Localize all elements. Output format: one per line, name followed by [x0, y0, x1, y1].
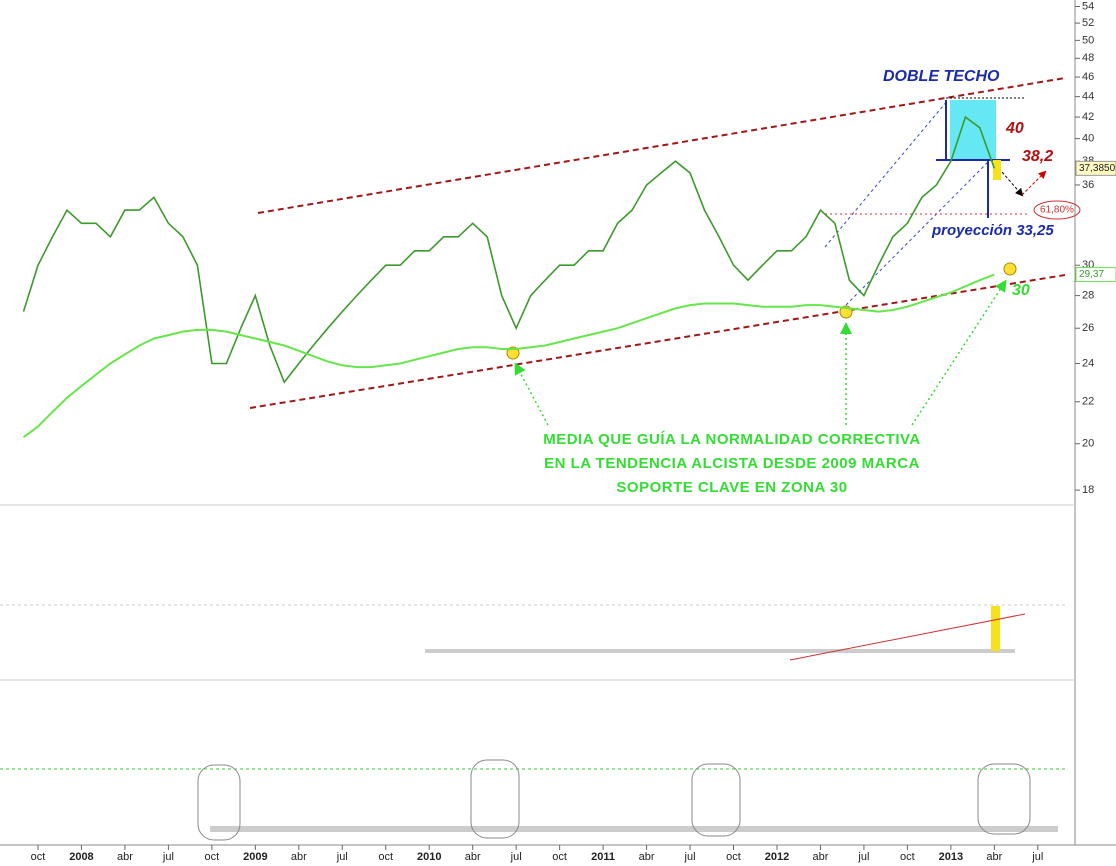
x-tick-label: 2010: [417, 851, 441, 863]
highlight-ellipse: [691, 763, 741, 837]
x-tick-label: oct: [552, 851, 567, 863]
arrow: [1021, 170, 1047, 196]
x-tick-label: jul: [1031, 851, 1043, 863]
y-tick-label: 20: [1082, 438, 1094, 450]
trend-guide: [845, 159, 991, 306]
x-tick-label: abr: [986, 851, 1002, 863]
highlight-ellipse: [197, 764, 241, 841]
highlight: [991, 606, 1000, 651]
price-tag: [1075, 160, 1116, 176]
support-marker: [1003, 262, 1017, 276]
x-tick-label: 2011: [591, 851, 615, 863]
y-tick-label: 44: [1082, 91, 1094, 103]
arrow: [911, 279, 1007, 426]
ma-tag: [1075, 267, 1116, 283]
reference-band: [425, 649, 1015, 653]
trend-guide: [824, 99, 949, 248]
highlight-ellipse: [977, 763, 1031, 835]
x-tick-label: 2008: [69, 851, 93, 863]
series-line: [22, 273, 995, 439]
y-tick-label: 54: [1082, 0, 1094, 12]
annotation: 40: [1005, 120, 1024, 137]
x-tick-label: oct: [205, 851, 220, 863]
y-tick-label: 28: [1082, 290, 1094, 302]
x-tick-label: oct: [31, 851, 46, 863]
y-tick-label: 18: [1082, 484, 1094, 496]
y-tick-label: 42: [1082, 111, 1094, 123]
x-tick-label: 2012: [765, 851, 789, 863]
x-tick-label: oct: [900, 851, 915, 863]
x-tick-label: abr: [291, 851, 307, 863]
y-tick-label: 48: [1082, 52, 1094, 64]
x-tick-label: abr: [812, 851, 828, 863]
annotation-note: MEDIA QUE GUÍA LA NORMALIDAD CORRECTIVA: [543, 431, 921, 448]
x-tick-label: abr: [639, 851, 655, 863]
y-tick-label: 50: [1082, 34, 1094, 46]
annotation: 30: [1012, 282, 1030, 299]
trend-guide: [789, 613, 1026, 661]
x-tick-label: jul: [336, 851, 348, 863]
annotation: proyección 33,25: [931, 222, 1054, 239]
highlight-ellipse: [470, 759, 520, 839]
series-line: [22, 115, 996, 384]
ma-tag-label: 29,37: [1079, 269, 1104, 280]
reference-band: [210, 826, 1058, 832]
x-tick-label: oct: [726, 851, 741, 863]
annotation: 38,2: [1022, 148, 1053, 165]
y-tick-label: 22: [1082, 396, 1094, 408]
channel-upper: [257, 77, 1066, 214]
arrow: [514, 362, 549, 426]
annotation: 61,80%: [1040, 205, 1074, 216]
y-tick-label: 40: [1082, 132, 1094, 144]
y-tick-label: 52: [1082, 17, 1094, 29]
highlight: [993, 160, 1001, 180]
x-tick-label: oct: [378, 851, 393, 863]
y-tick-label: 26: [1082, 322, 1094, 334]
x-tick-label: jul: [684, 851, 696, 863]
y-tick-label: 36: [1082, 179, 1094, 191]
x-tick-label: jul: [162, 851, 174, 863]
x-tick-label: 2013: [939, 851, 963, 863]
channel-lower: [249, 274, 1066, 409]
y-tick-label: 24: [1082, 357, 1094, 369]
annotation-note: SOPORTE CLAVE EN ZONA 30: [616, 479, 847, 496]
double-top-zone: [950, 100, 996, 160]
x-tick-label: abr: [117, 851, 133, 863]
y-tick-label: 46: [1082, 71, 1094, 83]
x-tick-label: 2009: [243, 851, 267, 863]
price-tag-label: 37,3850: [1079, 163, 1116, 174]
annotation: DOBLE TECHO: [883, 68, 1000, 85]
annotation-note: EN LA TENDENCIA ALCISTA DESDE 2009 MARCA: [544, 455, 920, 472]
x-tick-label: jul: [857, 851, 869, 863]
x-tick-label: jul: [510, 851, 522, 863]
arrow: [1001, 171, 1024, 197]
fib-badge: [1033, 200, 1081, 220]
x-tick-label: abr: [465, 851, 481, 863]
